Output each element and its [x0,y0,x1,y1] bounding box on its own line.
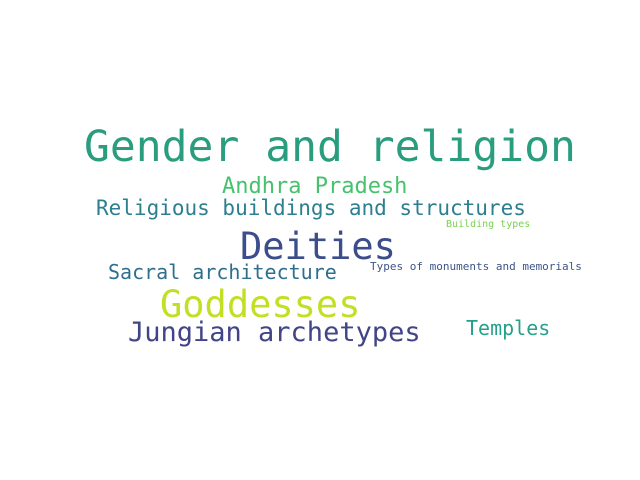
word-building-types: Building types [446,219,531,230]
word-temples: Temples [466,316,551,340]
word-andhra-pradesh: Andhra Pradesh [222,174,408,199]
word-sacral-architecture: Sacral architecture [108,260,337,284]
word-jungian-archetypes: Jungian archetypes [128,317,421,348]
word-deities: Deities [240,225,396,268]
word-goddesses: Goddesses [160,283,361,326]
word-types-of-monuments-and-memorials: Types of monuments and memorials [370,260,582,273]
word-religious-buildings-and-structures: Religious buildings and structures [96,196,526,220]
word-gender-and-religion: Gender and religion [84,122,576,172]
